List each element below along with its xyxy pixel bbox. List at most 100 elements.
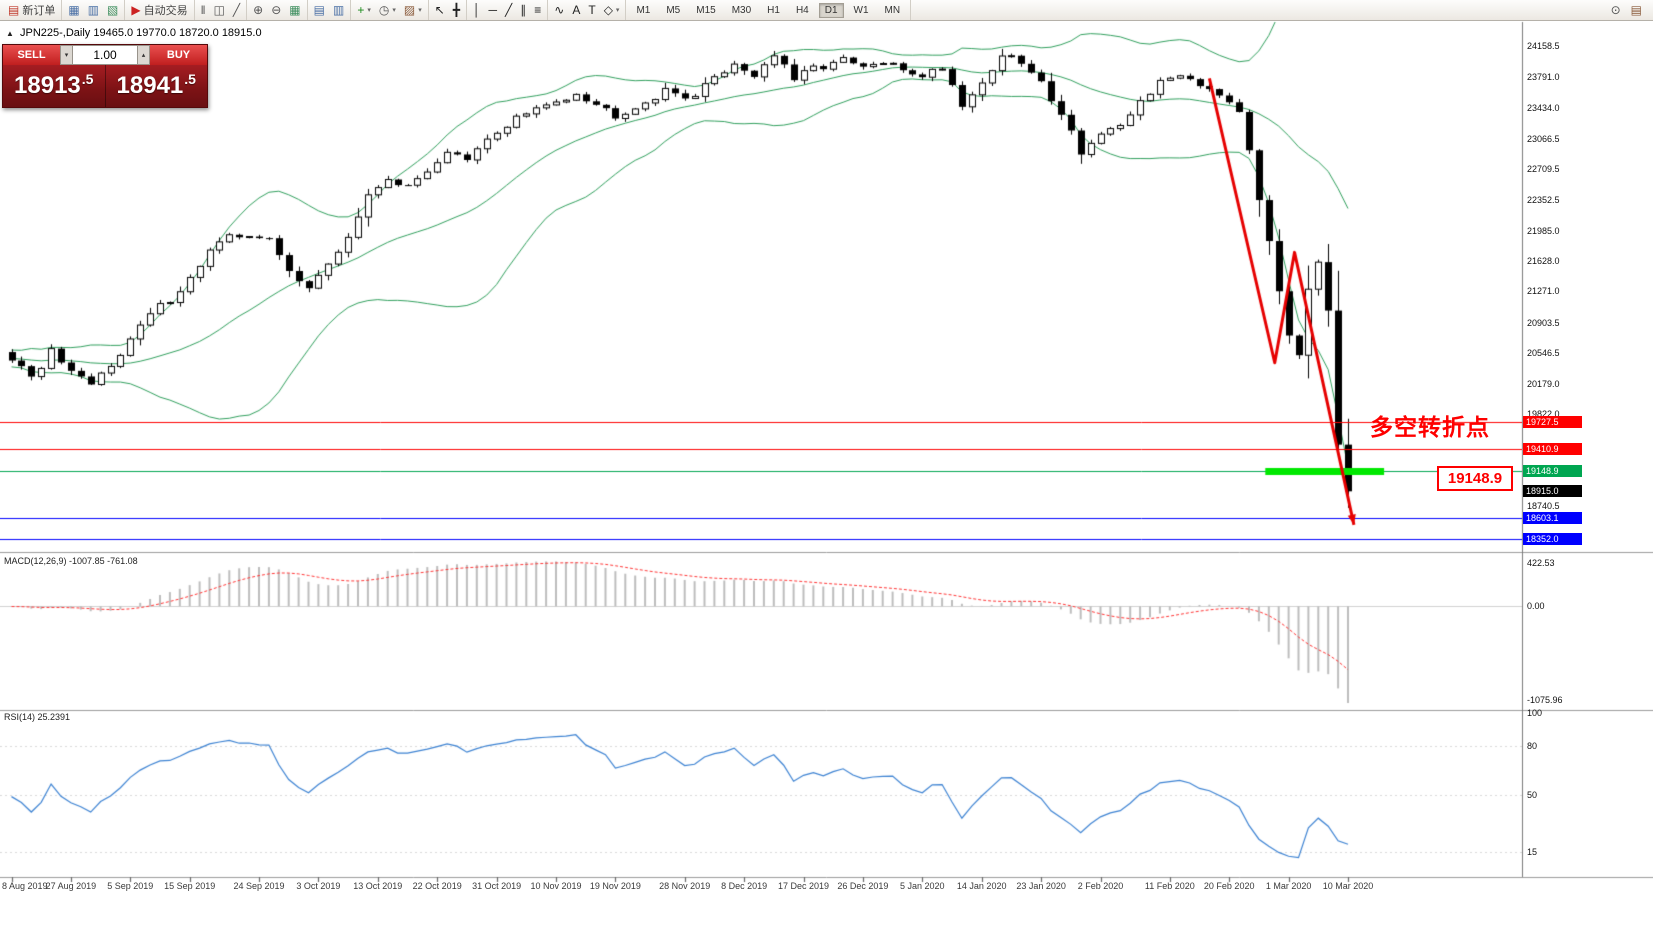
horizontal-line-icon: ─ [488,3,498,17]
timeframe-mn-button[interactable]: MN [884,4,901,16]
toolbar-group-draw: │ ─ ╱ ∥ ≡ [467,0,549,20]
chevron-down-icon: ▾ [392,7,396,14]
volume-input[interactable]: 1.00 [73,45,137,65]
shapes-button[interactable]: ◇ ▾ [601,3,623,17]
channel-button[interactable]: ∥ [517,3,529,17]
timeframe-m1-button[interactable]: M1 [636,4,651,16]
timeframe-w1-button[interactable]: W1 [853,4,869,16]
search-icon: ⊙ [1610,3,1621,17]
zoom-out-icon: ⊖ [271,3,282,17]
timeframe-m30-button[interactable]: M30 [731,4,752,16]
help-icon: ▤ [1630,3,1642,17]
channel-icon: ∥ [520,3,527,17]
bar-chart-icon: ‖ [200,3,206,17]
fibonacci-icon: ≡ [534,3,542,17]
sell-button[interactable]: SELL [3,45,60,65]
line-chart-button[interactable]: ╱ [230,3,243,17]
toolbar-group-cursor: ↖ ╋ [429,0,467,20]
auto-scroll-icon: ▦ [289,3,301,17]
line-chart-icon: ╱ [232,3,241,17]
candlestick-chart-button[interactable]: ◫ [211,3,228,17]
wave-tool-button[interactable]: ∿ [551,3,567,17]
vertical-line-button[interactable]: │ [470,3,484,17]
cascade-windows-button[interactable]: ▥ [330,3,347,17]
buy-button[interactable]: BUY [150,45,207,65]
rsi-name: RSI(14) [4,712,36,722]
candlestick-chart-icon: ◫ [213,3,225,17]
rsi-indicator-label: RSI(14) 25.2391 [4,712,70,722]
chart-window-button[interactable]: ▦ [65,3,82,17]
sell-price-main: 18913 [14,72,81,99]
chevron-down-icon: ▾ [615,7,620,14]
timeframe-h4-button[interactable]: H4 [795,4,809,16]
auto-scroll-button[interactable]: ▦ [286,3,303,17]
turning-point-annotation: 多空转折点 [1370,414,1490,440]
toolbar-group-insert: + ▾ ◷ ▾ ▨ ▾ [351,0,429,20]
autotrading-button-label: 自动交易 [143,5,188,17]
chevron-down-icon: ▾ [418,7,422,14]
macd-values: -1007.85 -761.08 [69,556,138,566]
volume-increase-button[interactable]: ▴ [137,45,150,65]
market-watch-icon: ▥ [87,3,100,17]
cursor-button[interactable]: ↖ [432,3,448,17]
horizontal-line-button[interactable]: ─ [486,3,501,17]
fibonacci-button[interactable]: ≡ [531,3,544,17]
toolbar-group-autotrading: ▶ 自动交易 [125,0,195,20]
toolbar-group-arrange: ▤ ▥ [308,0,352,20]
templates-icon: ▨ [403,3,416,17]
new-order-button[interactable]: ▤ 新订单 [5,1,58,19]
search-button[interactable]: ⊙ [1608,3,1624,17]
buy-price[interactable]: 18941.5 [104,65,208,107]
toolbar-group-order: ▤ 新订单 [2,0,63,20]
collapse-triangle-icon[interactable]: ▲ [6,29,14,38]
volume-decrease-button[interactable]: ▾ [60,45,73,65]
buy-price-frac: .5 [184,71,196,87]
indicators-icon: + [357,3,365,17]
crosshair-icon: ╋ [452,3,460,17]
periods-icon: ◷ [378,3,390,17]
market-watch-button[interactable]: ▥ [85,3,102,17]
periods-button[interactable]: ◷ ▾ [376,3,399,17]
toolbar-group-windows: ▦ ▥ ▧ [62,0,126,20]
new-order-icon: ▤ [8,3,20,17]
label-tool-icon: T [588,3,596,17]
cascade-windows-icon: ▥ [332,3,345,17]
indicators-button[interactable]: + ▾ [354,3,374,17]
trade-controls-row: SELL ▾ 1.00 ▴ BUY [3,45,207,65]
vertical-line-icon: │ [473,3,481,17]
timeframe-m15-button[interactable]: M15 [696,4,716,16]
trendline-icon: ╱ [505,3,513,17]
help-button[interactable]: ▤ [1628,3,1645,17]
chevron-down-icon: ▾ [367,7,371,14]
sell-price[interactable]: 18913.5 [3,65,105,107]
label-tool-button[interactable]: T [585,3,598,17]
timeframe-m5-button[interactable]: M5 [666,4,681,16]
timeframe-h1-button[interactable]: H1 [767,4,780,16]
toolbar-group-zoom: ⊕ ⊖ ▦ [247,0,308,20]
timeframe-d1-button[interactable]: D1 [818,2,844,18]
navigator-button[interactable]: ▧ [104,3,121,17]
zoom-in-icon: ⊕ [253,3,264,17]
toolbar-group-chart-type: ‖ ◫ ╱ [195,0,248,20]
new-order-button-label: 新订单 [22,5,56,17]
ohlc-values: 19465.0 19770.0 18720.0 18915.0 [93,27,262,39]
navigator-icon: ▧ [107,3,119,17]
zoom-in-button[interactable]: ⊕ [250,3,266,17]
zoom-out-button[interactable]: ⊖ [268,3,284,17]
autotrading-button[interactable]: ▶ 自动交易 [128,1,190,19]
text-tool-button[interactable]: A [569,3,583,17]
symbol-name: JPN225-,Daily [19,27,91,39]
bar-chart-button[interactable]: ‖ [198,3,209,17]
macd-name: MACD(12,26,9) [4,556,67,566]
trendline-button[interactable]: ╱ [502,3,515,17]
rsi-value: 25.2391 [37,712,71,722]
toolbar-group-timeframes: M1 M5 M15 M30 H1 H4 D1 W1 MN [626,0,912,20]
tile-windows-icon: ▤ [313,3,325,17]
cursor-icon: ↖ [434,3,445,17]
crosshair-button[interactable]: ╋ [450,3,463,17]
tile-windows-button[interactable]: ▤ [311,3,328,17]
trade-prices-row: 18913.5 18941.5 [3,65,207,107]
templates-button[interactable]: ▨ ▾ [401,3,425,17]
